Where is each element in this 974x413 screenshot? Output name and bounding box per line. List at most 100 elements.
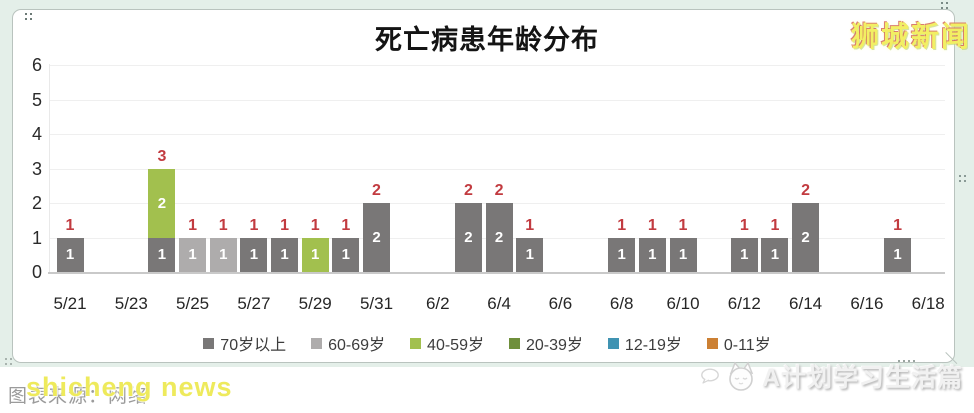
bar-segment: 2 (485, 203, 513, 272)
total-value-label: 1 (65, 216, 75, 234)
y-tick-label: 1 (31, 227, 42, 248)
bar-segment: 1 (56, 237, 84, 272)
legend-item: 0-11岁 (706, 331, 771, 355)
gridline (50, 99, 945, 101)
legend-label: 20-39岁 (525, 337, 583, 354)
legend-label: 40-59岁 (427, 337, 484, 354)
bar-value-label: 1 (219, 246, 228, 264)
image-source-caption: 图表来源：网络 (8, 386, 149, 407)
decoration-dots-bottom (898, 360, 900, 362)
bar-value-label: 1 (740, 246, 749, 264)
bar-segment: 2 (792, 203, 820, 272)
bar-segment: 1 (730, 237, 758, 272)
gridline (50, 168, 945, 170)
total-value-label: 3 (157, 147, 167, 165)
x-tick-label: 6/6 (548, 294, 573, 313)
bar-segment: 1 (638, 237, 666, 272)
bar-value-label: 1 (249, 246, 259, 264)
x-tick-label: 5/27 (237, 294, 271, 313)
y-tick-label: 5 (31, 89, 42, 110)
bar-segment: 1 (516, 237, 544, 272)
legend-item: 70岁以上 (203, 331, 286, 355)
total-value-label: 1 (647, 216, 657, 234)
bar-value-label: 2 (372, 229, 381, 246)
bar-value-label: 1 (188, 246, 197, 264)
legend-swatch (607, 337, 619, 349)
gridline (50, 65, 945, 66)
watermark-account-name: A计划学习生活篇 (762, 364, 964, 392)
total-value-label: 1 (678, 216, 688, 234)
total-value-label: 1 (310, 216, 320, 234)
bar-segment: 1 (209, 237, 237, 272)
y-tick-label: 6 (31, 55, 42, 75)
watermark-shicheng-news: shicheng news (26, 372, 233, 402)
x-tick-label: 6/12 (727, 294, 761, 313)
legend-label: 0-11岁 (723, 337, 771, 354)
bar-value-label: 1 (770, 246, 780, 264)
total-value-label: 1 (739, 216, 749, 234)
bar-segment: 1 (332, 237, 360, 272)
bar-segment: 1 (884, 237, 912, 272)
bar-segment: 2 (454, 203, 482, 272)
bar-segment: 1 (301, 237, 329, 272)
watermark-account-badge: A计划学习生活篇 (700, 358, 963, 394)
total-value-label: 2 (494, 182, 504, 199)
x-tick-label: 5/21 (53, 294, 87, 313)
bar-value-label: 2 (494, 229, 504, 246)
gridline (50, 134, 945, 135)
y-tick-label: 4 (31, 124, 42, 144)
total-value-label: 1 (770, 216, 780, 234)
legend-label: 12-19岁 (624, 337, 682, 354)
total-value-label: 1 (280, 216, 289, 234)
x-tick-label: 6/14 (789, 294, 823, 313)
total-value-label: 1 (249, 216, 259, 234)
bar-value-label: 1 (311, 246, 320, 264)
chart-legend: 70岁以上 60-69岁 40-59岁 20-39岁 12-19岁 0-11岁 (0, 331, 974, 355)
legend-item: 12-19岁 (607, 331, 682, 355)
bar-value-label: 1 (280, 246, 289, 264)
x-tick-label: 6/10 (666, 294, 700, 313)
bar-segment: 1 (669, 237, 697, 272)
legend-swatch (410, 337, 422, 349)
x-tick-label: 6/16 (850, 294, 884, 313)
bar-segment: 2 (148, 168, 176, 238)
bar-value-label: 1 (893, 246, 902, 264)
speech-bubble-icon (701, 368, 719, 384)
bar-value-label: 2 (464, 229, 473, 246)
total-value-label: 1 (525, 216, 535, 234)
x-tick-label: 6/2 (425, 294, 450, 313)
chart-title: 死亡病患年龄分布 (375, 25, 599, 55)
y-tick-label: 0 (31, 262, 42, 282)
bar-segment: 1 (608, 237, 636, 272)
y-tick-label: 3 (31, 158, 42, 179)
legend-item: 20-39岁 (508, 331, 583, 355)
total-value-label: 1 (218, 216, 228, 234)
bar-value-label: 2 (157, 194, 167, 212)
x-tick-label: 5/29 (298, 294, 332, 313)
watermark-shicheng-logo: 狮城新闻 (851, 21, 972, 52)
total-value-label: 1 (617, 216, 627, 234)
bar-value-label: 1 (157, 246, 167, 264)
x-tick-label: 5/25 (176, 294, 210, 313)
decoration-dots-top-left (25, 13, 27, 15)
legend-swatch (311, 337, 323, 349)
total-value-label: 2 (801, 182, 811, 199)
decoration-dots-top-right (941, 2, 943, 4)
bar-segment: 1 (148, 237, 176, 272)
bar-value-label: 1 (65, 246, 75, 264)
bar-value-label: 1 (341, 246, 351, 264)
bar-segment: 1 (179, 237, 207, 272)
bar-segment: 2 (363, 203, 390, 272)
y-axis-line (49, 64, 50, 272)
legend-item: 40-59岁 (410, 331, 484, 355)
total-value-label: 1 (893, 216, 902, 234)
bar-value-label: 1 (525, 246, 534, 264)
bar-segment: 1 (761, 237, 789, 272)
legend-swatch (508, 337, 520, 349)
decoration-dots-right-edge (959, 175, 961, 177)
total-value-label: 1 (341, 216, 351, 234)
bar-value-label: 1 (648, 246, 657, 264)
legend-label: 70岁以上 (220, 337, 287, 354)
legend-label: 60-69岁 (328, 337, 386, 354)
